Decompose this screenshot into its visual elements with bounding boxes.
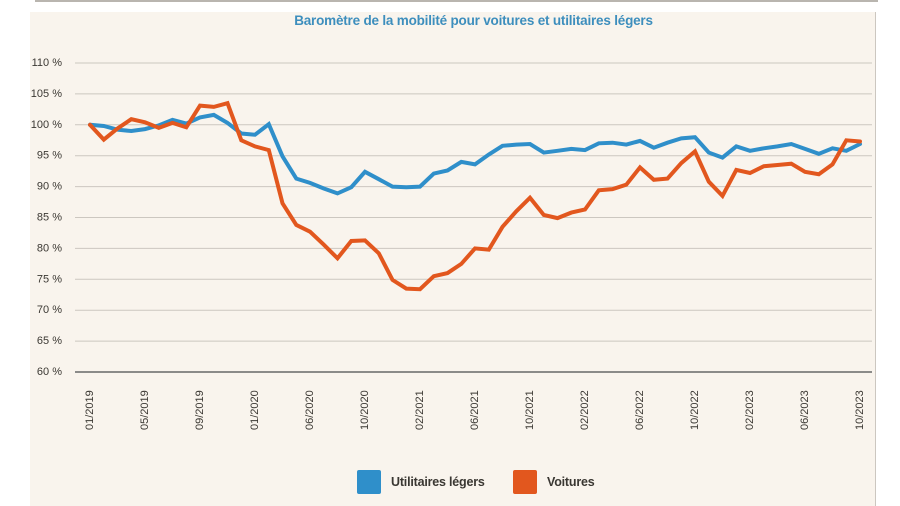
- legend-label-voitures: Voitures: [547, 475, 595, 489]
- y-axis-labels: 110 % 105 % 100 % 95 % 90 % 85 % 80 % 75 % 70 % 6…: [31, 57, 62, 378]
- y-tick-label: 80 %: [37, 242, 62, 254]
- x-tick-label: 06/2020: [304, 390, 316, 430]
- series-line-utilitaires-l-gers: [88, 112, 862, 196]
- x-tick-label: 01/2019: [84, 390, 96, 430]
- x-tick-label: 05/2019: [139, 390, 151, 430]
- y-tick-label: 85 %: [37, 212, 62, 224]
- x-axis-labels: 01/2019 05/2019 09/2019 01/2020 06/2020 10/20…: [84, 390, 866, 430]
- y-tick-label: 95 %: [37, 150, 62, 162]
- y-tick-label: 70 %: [37, 304, 62, 316]
- x-tick-label: 10/2021: [524, 390, 536, 430]
- x-tick-label: 09/2019: [194, 390, 206, 430]
- chart-legend: Utilitaires légers Voitures: [0, 468, 900, 498]
- y-tick-label: 100 %: [31, 119, 62, 131]
- x-tick-label: 10/2022: [689, 390, 701, 430]
- legend-item-voitures: Voitures: [513, 470, 595, 494]
- gridlines: [75, 62, 872, 373]
- y-tick-label: 110 %: [32, 57, 63, 69]
- x-tick-label: 02/2023: [744, 390, 756, 430]
- x-tick-label: 10/2023: [854, 390, 866, 430]
- x-tick-label: 02/2022: [579, 390, 591, 430]
- series-line-voitures: [88, 100, 862, 292]
- legend-swatch-voitures-icon: [513, 470, 537, 494]
- x-tick-label: 01/2020: [249, 390, 261, 430]
- y-tick-label: 75 %: [37, 273, 62, 285]
- x-tick-label: 02/2021: [414, 390, 426, 430]
- y-tick-label: 90 %: [37, 181, 62, 193]
- y-tick-label: 65 %: [37, 335, 62, 347]
- top-divider: [35, 0, 878, 2]
- legend-item-utilitaires-legers: Utilitaires légers: [357, 470, 485, 494]
- x-tick-label: 06/2023: [799, 390, 811, 430]
- x-tick-label: 06/2022: [634, 390, 646, 430]
- x-tick-label: 10/2020: [359, 390, 371, 430]
- x-tick-label: 06/2021: [469, 390, 481, 430]
- y-tick-label: 60 %: [37, 366, 62, 378]
- legend-label-utilitaires-legers: Utilitaires légers: [391, 475, 485, 489]
- chart-title: Baromètre de la mobilité pour voitures e…: [294, 13, 653, 28]
- y-tick-label: 105 %: [31, 88, 62, 100]
- legend-swatch-utilitaires-legers-icon: [357, 470, 381, 494]
